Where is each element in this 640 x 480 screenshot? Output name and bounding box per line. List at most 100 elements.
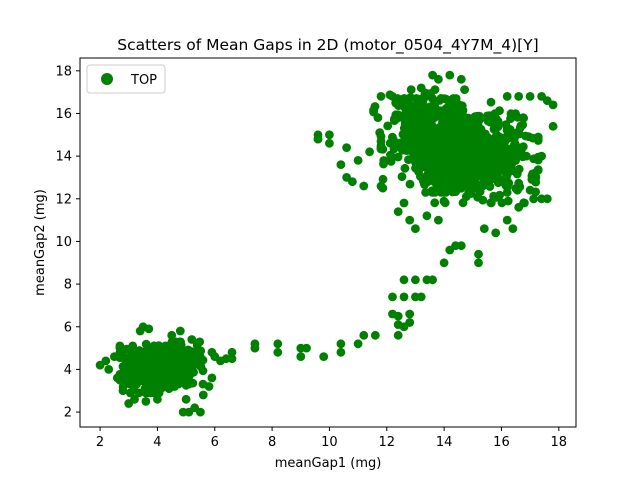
data-point: [110, 352, 119, 361]
legend: TOP: [86, 64, 166, 94]
data-point: [170, 357, 180, 367]
data-point: [410, 138, 420, 148]
data-point: [319, 352, 329, 361]
data-point: [150, 378, 160, 388]
data-point: [502, 188, 512, 197]
data-point: [376, 92, 386, 101]
data-point: [393, 330, 403, 340]
data-point: [492, 147, 501, 157]
data-point: [388, 292, 397, 302]
data-point: [386, 150, 395, 160]
data-point: [489, 124, 499, 134]
data-point: [447, 114, 457, 124]
data-point: [456, 74, 466, 84]
data-point: [502, 215, 512, 225]
data-point: [198, 390, 208, 400]
data-point: [156, 370, 165, 380]
data-point: [370, 330, 380, 340]
data-point: [153, 394, 162, 404]
data-point: [450, 180, 460, 190]
data-point: [522, 151, 531, 161]
data-point: [418, 108, 427, 117]
data-point: [440, 168, 450, 178]
data-point: [428, 275, 437, 285]
data-point: [430, 198, 440, 208]
data-point: [420, 89, 430, 99]
data-point: [144, 324, 154, 334]
data-point: [336, 339, 346, 349]
points-layer: [95, 70, 558, 417]
data-point: [411, 163, 420, 173]
data-point: [471, 179, 481, 189]
data-point: [342, 143, 351, 153]
legend-box: [86, 64, 166, 94]
data-point: [172, 341, 182, 351]
data-point: [432, 183, 442, 193]
x-tick-label: 12: [379, 435, 396, 450]
data-point: [375, 128, 385, 138]
data-point: [474, 161, 483, 171]
data-point: [495, 132, 505, 142]
data-point: [157, 347, 167, 357]
data-point: [493, 178, 503, 188]
data-point: [104, 365, 114, 374]
data-point: [479, 224, 489, 234]
data-point: [422, 211, 432, 221]
data-point: [405, 318, 415, 327]
data-point: [474, 170, 484, 180]
data-point: [402, 133, 412, 143]
data-point: [409, 150, 419, 159]
data-point: [479, 133, 489, 143]
data-point: [506, 109, 516, 119]
data-point: [518, 113, 528, 123]
data-point: [325, 138, 334, 148]
data-point: [187, 335, 197, 344]
data-point: [496, 161, 506, 171]
data-point: [439, 131, 449, 141]
data-point: [204, 382, 214, 391]
data-point: [388, 92, 397, 101]
data-point: [516, 145, 526, 155]
data-point: [456, 241, 466, 251]
y-axis-label: meanGap2 (mg): [33, 189, 48, 296]
data-point: [359, 330, 369, 340]
data-point: [420, 116, 430, 126]
data-point: [474, 249, 483, 259]
data-point: [416, 83, 426, 93]
data-point: [443, 175, 453, 185]
data-point: [411, 224, 420, 234]
data-point: [525, 92, 535, 101]
data-point: [393, 207, 403, 217]
data-point: [542, 194, 552, 204]
y-tick-label: 8: [64, 278, 72, 293]
data-point: [207, 373, 217, 383]
data-point: [468, 151, 478, 161]
data-point: [171, 366, 181, 376]
data-point: [434, 74, 443, 84]
data-point: [122, 361, 132, 371]
data-point: [399, 275, 409, 285]
data-point: [405, 179, 415, 189]
data-point: [178, 352, 188, 362]
data-point: [528, 133, 538, 143]
data-point: [376, 144, 386, 154]
y-tick-label: 16: [55, 107, 72, 122]
data-point: [447, 101, 457, 111]
data-point: [439, 196, 449, 206]
data-point: [193, 349, 203, 359]
data-point: [416, 292, 426, 302]
data-point: [531, 173, 541, 182]
data-point: [457, 167, 466, 177]
x-tick-label: 8: [268, 435, 276, 450]
data-point: [155, 357, 165, 367]
data-point: [146, 350, 156, 360]
data-point: [386, 157, 396, 166]
data-point: [445, 70, 455, 80]
legend-marker-top: [101, 73, 113, 85]
x-tick-label: 2: [96, 435, 104, 450]
data-point: [480, 139, 489, 149]
data-point: [491, 228, 501, 238]
data-point: [505, 133, 515, 143]
data-point: [353, 156, 363, 165]
